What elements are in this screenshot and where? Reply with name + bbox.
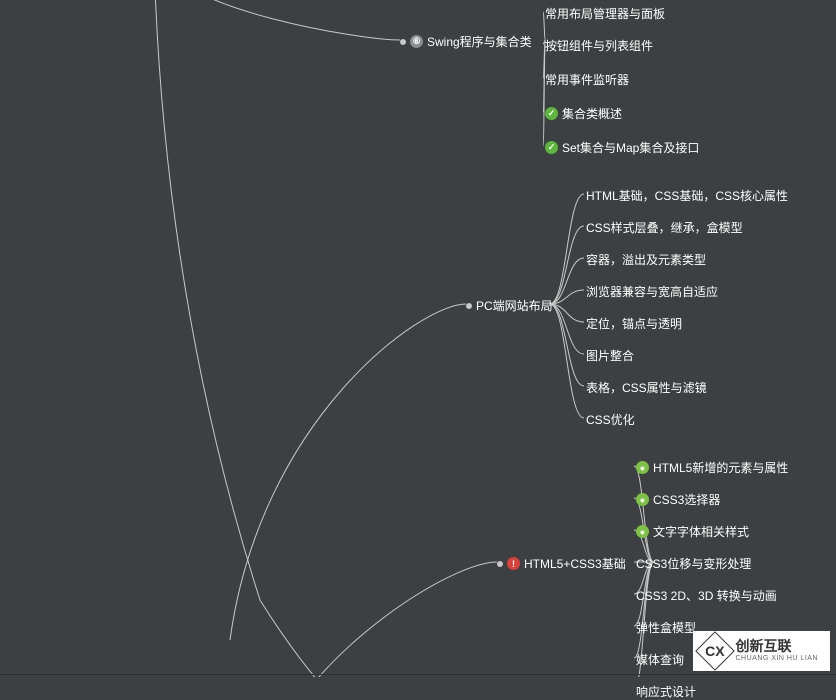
node-pc[interactable]: PC端网站布局	[466, 297, 553, 314]
leaf-label: 响应式设计	[636, 683, 696, 700]
leaf-label: 媒体查询	[636, 651, 684, 668]
leaf-label: 图片整合	[586, 347, 634, 364]
leaf-h5-6[interactable]: 媒体查询	[636, 651, 684, 668]
watermark-logo-icon: CX	[696, 631, 736, 671]
leaf-label: 表格，CSS属性与滤镜	[586, 379, 707, 396]
watermark-en: CHUANG XIN HU LIAN	[735, 655, 818, 663]
leaf-h5-1[interactable]: ● CSS3选择器	[636, 491, 720, 508]
leaf-label: 定位，锚点与透明	[586, 315, 682, 332]
node-label: PC端网站布局	[476, 297, 553, 314]
leaf-pc-5[interactable]: 图片整合	[586, 347, 634, 364]
leaf-h5-7[interactable]: 响应式设计	[636, 683, 696, 700]
leaf-label: 常用布局管理器与面板	[545, 5, 665, 22]
leaf-swing-3[interactable]: ✓ 集合类概述	[545, 105, 622, 122]
leaf-label: 容器，溢出及元素类型	[586, 251, 706, 268]
watermark-cn: 创新互联	[735, 639, 818, 654]
leaf-swing-2[interactable]: 常用事件监听器	[545, 71, 629, 88]
leaf-label: HTML基础，CSS基础，CSS核心属性	[586, 187, 788, 204]
leaf-swing-4[interactable]: ✓ Set集合与Map集合及接口	[545, 139, 699, 156]
leaf-label: 弹性盒模型	[636, 619, 696, 636]
green-badge-icon: ✓	[545, 107, 558, 120]
leaf-label: HTML5新增的元素与属性	[653, 459, 788, 476]
watermark: CX 创新互联 CHUANG XIN HU LIAN	[693, 631, 830, 671]
green-badge-icon: ✓	[545, 141, 558, 154]
leaf-label: 常用事件监听器	[545, 71, 629, 88]
leaf-label: Set集合与Map集合及接口	[562, 139, 699, 156]
leaf-pc-0[interactable]: HTML基础，CSS基础，CSS核心属性	[586, 187, 788, 204]
leaf-h5-3[interactable]: CSS3位移与变形处理	[636, 555, 751, 572]
node-h5[interactable]: ! HTML5+CSS3基础	[497, 555, 626, 572]
lime-badge-icon: ●	[636, 493, 649, 506]
leaf-pc-1[interactable]: CSS样式层叠，继承，盒模型	[586, 219, 743, 236]
leaf-label: CSS3 2D、3D 转换与动画	[636, 587, 777, 604]
leaf-swing-1[interactable]: 按钮组件与列表组件	[545, 37, 653, 54]
leaf-label: CSS3位移与变形处理	[636, 555, 751, 572]
leaf-label: 集合类概述	[562, 105, 622, 122]
leaf-pc-3[interactable]: 浏览器兼容与宽高自适应	[586, 283, 718, 300]
leaf-label: CSS3选择器	[653, 491, 720, 508]
mindmap-lines	[0, 0, 836, 677]
border-line	[0, 674, 836, 675]
leaf-label: 文字字体相关样式	[653, 523, 749, 540]
node-label: Swing程序与集合类	[427, 33, 532, 50]
leaf-h5-0[interactable]: ● HTML5新增的元素与属性	[636, 459, 788, 476]
leaf-pc-4[interactable]: 定位，锚点与透明	[586, 315, 682, 332]
leaf-label: 浏览器兼容与宽高自适应	[586, 283, 718, 300]
expand-dot-icon[interactable]	[497, 561, 503, 567]
red-badge-icon: !	[507, 557, 520, 570]
expand-dot-icon[interactable]	[466, 303, 472, 309]
leaf-h5-2[interactable]: ● 文字字体相关样式	[636, 523, 749, 540]
leaf-label: CSS样式层叠，继承，盒模型	[586, 219, 743, 236]
node-label: HTML5+CSS3基础	[524, 555, 626, 572]
leaf-pc-2[interactable]: 容器，溢出及元素类型	[586, 251, 706, 268]
leaf-label: 按钮组件与列表组件	[545, 37, 653, 54]
leaf-label: CSS优化	[586, 411, 635, 428]
lime-badge-icon: ●	[636, 525, 649, 538]
leaf-h5-4[interactable]: CSS3 2D、3D 转换与动画	[636, 587, 777, 604]
leaf-swing-0[interactable]: 常用布局管理器与面板	[545, 5, 665, 22]
node-swing[interactable]: ⑥ Swing程序与集合类	[400, 33, 532, 50]
leaf-h5-5[interactable]: 弹性盒模型	[636, 619, 696, 636]
grey-badge-icon: ⑥	[410, 35, 423, 48]
expand-dot-icon[interactable]	[400, 39, 406, 45]
leaf-pc-7[interactable]: CSS优化	[586, 411, 635, 428]
lime-badge-icon: ●	[636, 461, 649, 474]
leaf-pc-6[interactable]: 表格，CSS属性与滤镜	[586, 379, 707, 396]
